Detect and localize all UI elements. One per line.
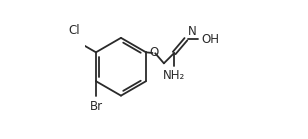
Text: OH: OH bbox=[201, 33, 219, 46]
Text: Cl: Cl bbox=[68, 24, 80, 37]
Text: N: N bbox=[188, 25, 197, 38]
Text: NH₂: NH₂ bbox=[163, 69, 185, 82]
Text: Br: Br bbox=[89, 100, 103, 113]
Text: O: O bbox=[149, 46, 158, 59]
